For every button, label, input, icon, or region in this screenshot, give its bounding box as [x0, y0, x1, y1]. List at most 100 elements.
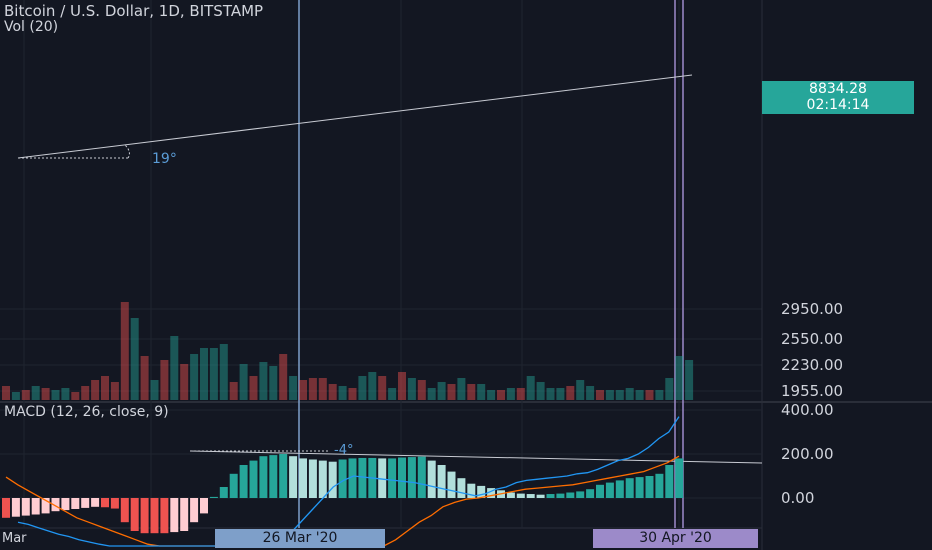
volume-bar — [299, 380, 307, 400]
macd-histogram-bar — [378, 458, 387, 498]
macd-histogram-bar — [91, 498, 100, 507]
volume-bar — [536, 382, 545, 400]
volume-bar — [615, 390, 624, 400]
macd-histogram-bar — [487, 488, 496, 498]
macd-histogram-bar — [546, 494, 555, 498]
macd-histogram-bar — [477, 485, 486, 498]
macd-histogram-bar — [71, 498, 80, 509]
volume-bar — [229, 382, 238, 400]
volume-label: Vol (20) — [4, 19, 59, 35]
price-tick-label: 1955.00 — [781, 382, 843, 400]
time-marker-1-label: 26 Mar '20 — [215, 529, 385, 548]
volume-bar — [358, 376, 367, 400]
volume-bar — [625, 388, 634, 400]
macd-tick-label: 400.00 — [781, 401, 834, 419]
macd-histogram-bar — [11, 498, 20, 517]
volume-bar — [200, 348, 208, 400]
macd-histogram-bar — [398, 457, 406, 498]
macd-histogram-bar — [596, 484, 604, 498]
angle-arc — [124, 144, 130, 159]
volume-bar — [190, 354, 199, 400]
volume-bar — [348, 388, 357, 400]
macd-histogram-bar — [576, 491, 585, 498]
volume-bar — [407, 378, 416, 400]
macd-histogram-bar — [407, 457, 416, 498]
volume-bar — [41, 388, 50, 400]
volume-bar — [11, 392, 20, 400]
volume-bar — [437, 382, 446, 400]
volume-bar — [259, 362, 268, 400]
macd-histogram-bar — [289, 456, 298, 498]
volume-bar — [289, 376, 298, 400]
macd-histogram-bar — [457, 478, 466, 498]
volume-bar — [140, 356, 149, 400]
macd-histogram-bar — [190, 498, 199, 523]
volume-bar — [556, 388, 565, 400]
volume-bars — [2, 302, 694, 400]
volume-bar — [398, 372, 406, 400]
volume-bar — [209, 348, 218, 400]
macd-histogram-bar — [279, 454, 288, 498]
macd-histogram-bar — [358, 457, 367, 498]
macd-histogram-bar — [437, 465, 446, 498]
volume-bar — [378, 376, 387, 400]
macd-histogram-bar — [219, 487, 228, 498]
volume-bar — [61, 388, 70, 400]
volume-bar — [308, 378, 317, 400]
price-axis[interactable]: 13000.0011000.007500.006300.005500.00475… — [781, 0, 853, 507]
macd-trend-line — [189, 450, 763, 464]
time-axis-start-label: Mar — [2, 531, 27, 546]
macd-histogram-bar — [427, 460, 436, 498]
volume-bar — [21, 390, 30, 400]
macd-histogram-bar — [259, 456, 268, 498]
volume-bar — [477, 384, 486, 400]
macd-histogram-bar — [516, 493, 525, 498]
macd-label: MACD (12, 26, close, 9) — [4, 404, 169, 420]
volume-bar — [497, 390, 505, 400]
countdown-tag: 02:14:14 — [762, 97, 914, 114]
volume-bar — [655, 390, 664, 400]
volume-bar — [457, 378, 466, 400]
volume-bar — [566, 386, 575, 400]
macd-histogram-bar — [249, 460, 258, 498]
volume-bar — [388, 388, 397, 400]
macd-histogram-bar — [130, 498, 139, 531]
volume-bar — [596, 390, 604, 400]
volume-bar — [635, 390, 644, 400]
volume-bar — [269, 366, 278, 400]
volume-bar — [51, 390, 60, 400]
macd-histogram-bar — [170, 498, 179, 533]
macd-histogram-bar — [160, 498, 169, 534]
volume-bar — [368, 372, 377, 400]
macd-histogram-bar — [2, 498, 10, 518]
volume-bar — [516, 388, 525, 400]
angle-label-macd: -4° — [334, 443, 354, 458]
volume-bar — [110, 382, 119, 400]
macd-histogram-bar — [318, 460, 327, 498]
macd-histogram-bar — [586, 489, 595, 498]
volume-bar — [645, 390, 654, 400]
volume-bar — [170, 336, 179, 400]
volume-bar — [447, 384, 456, 400]
volume-bar — [160, 360, 169, 400]
volume-bar — [605, 390, 614, 400]
macd-histogram-bar — [239, 465, 248, 498]
volume-bar — [101, 376, 109, 400]
volume-bar — [576, 380, 585, 400]
macd-histogram-bar — [209, 496, 218, 498]
macd-histogram-bar — [101, 498, 109, 508]
volume-bar — [467, 384, 476, 400]
price-tick-label: 2950.00 — [781, 300, 843, 318]
last-price-tag: 8834.28 — [762, 81, 914, 98]
macd-histogram-bar — [625, 478, 634, 498]
macd-histogram-bar — [675, 458, 684, 498]
macd-histogram-bar — [447, 471, 456, 498]
macd-line — [17, 416, 680, 547]
volume-bar — [130, 318, 139, 400]
macd-histogram-bar — [269, 455, 278, 498]
macd-histogram-bar — [388, 458, 397, 498]
macd-histogram-bar — [348, 458, 357, 498]
macd-tick-label: 0.00 — [781, 489, 814, 507]
macd-histogram-bar — [417, 456, 426, 498]
macd-histogram-bar — [605, 482, 614, 498]
